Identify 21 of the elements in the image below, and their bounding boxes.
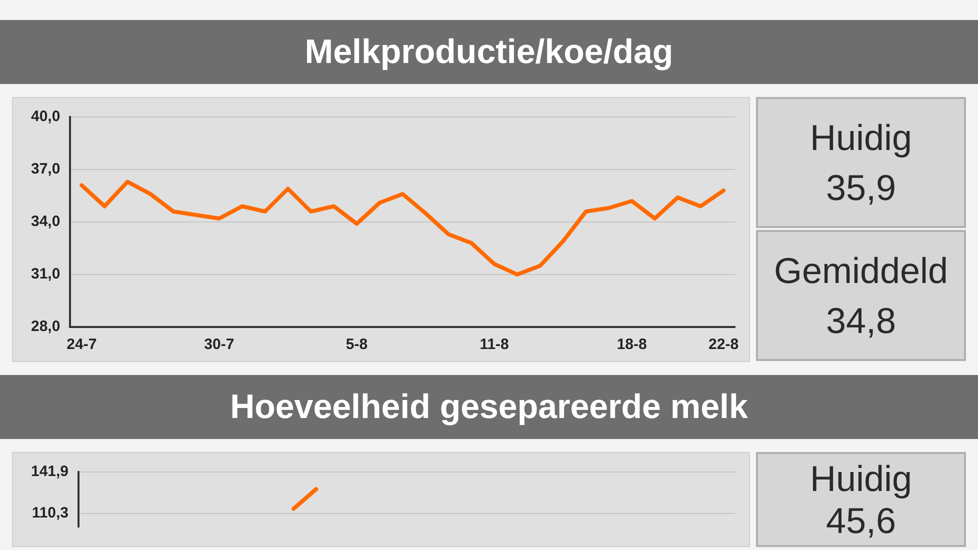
text: Gemiddeld	[772, 249, 950, 293]
x-tick-label: 24-7	[66, 336, 97, 354]
text: 35,9	[824, 166, 898, 210]
chart-title: Hoeveelheid gesepareerde melk	[0, 375, 978, 439]
x-tick-label: 30-7	[204, 336, 234, 354]
x-tick-label: 18-8	[616, 336, 647, 354]
y-tick-label: 31,0	[30, 266, 60, 283]
x-tick-label: 11-8	[480, 336, 509, 354]
y-tick-label: 28,0	[30, 318, 60, 336]
y-tick-label: 141,9	[30, 463, 69, 480]
y-tick-label: 37,0	[30, 160, 60, 178]
y-tick-label: 34,0	[30, 213, 60, 230]
text: Huidig	[808, 458, 914, 500]
y-tick-label: 40,0	[30, 108, 60, 126]
x-tick-label: 5-8	[346, 336, 368, 354]
text: Huidig	[808, 116, 914, 160]
text: 34,8	[824, 299, 898, 343]
x-tick-label: 22-8	[708, 336, 739, 354]
y-tick-label: 110,3	[32, 504, 69, 522]
text: 45,6	[824, 500, 898, 542]
chart-title: Melkproductie/koe/dag	[0, 20, 978, 84]
